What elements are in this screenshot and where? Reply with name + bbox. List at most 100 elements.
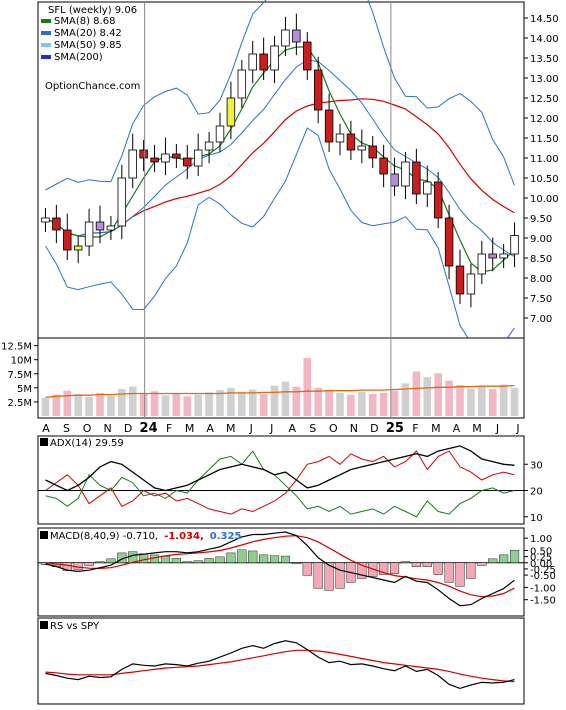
candle: [401, 152, 410, 200]
rs-title: RS vs SPY: [50, 621, 100, 632]
price-tick-label: 9.50: [530, 214, 552, 225]
price-tick-label: 12.50: [530, 94, 559, 105]
volume-bar: [281, 381, 290, 416]
candle: [139, 140, 148, 172]
macd-tick-label: -0.25: [530, 565, 556, 576]
volume-y-ticks: 12.5M 10M 7.5M 5M 2.5M: [1, 342, 38, 409]
candle: [433, 172, 443, 228]
macd-hist-bar: [509, 549, 520, 563]
adx-title: ADX(14) 29.59: [50, 438, 124, 449]
volume-tick-label: 10M: [11, 356, 32, 367]
volume-bar: [445, 380, 453, 416]
price-panel: 14.50 14.00 13.50 13.00 12.50 12.00 11.50 11.00…: [37, 0, 559, 350]
rs-panel: RS vs SPY: [37, 617, 525, 705]
volume-bar: [412, 371, 421, 416]
candle: [226, 81, 236, 140]
volume-bar: [205, 392, 213, 416]
adx-y-ticks: 30 20 10: [524, 460, 543, 524]
x-tick-label: O: [83, 422, 92, 435]
x-tick-label: S: [63, 422, 70, 435]
price-tick-label: 10.00: [530, 194, 559, 205]
macd-tick-label: -1.00: [530, 583, 556, 594]
volume-bar: [358, 391, 366, 416]
legend-label: SMA(50) 9.85: [54, 40, 122, 51]
x-tick-label: D: [370, 422, 378, 435]
price-tick-label: 11.00: [530, 154, 559, 165]
x-tick-label: S: [309, 422, 316, 435]
macd-hist-bar: [389, 562, 400, 574]
adx-tick-label: 30: [530, 460, 543, 471]
volume-bar: [292, 386, 301, 416]
macd-hist-bar: [106, 558, 116, 563]
volume-bar: [183, 396, 192, 416]
candle: [335, 124, 345, 156]
volume-bar: [488, 388, 497, 416]
macd-hist-bar: [466, 562, 476, 579]
price-tick-label: 11.50: [530, 134, 559, 145]
rs-lines: [45, 640, 515, 690]
candle: [466, 264, 476, 308]
macd-hist-bar: [269, 555, 280, 563]
price-tick-label: 7.00: [530, 314, 552, 325]
x-tick-label: 25: [386, 421, 404, 436]
candle: [444, 204, 454, 280]
volume-bar: [227, 387, 235, 416]
x-tick-label: O: [329, 422, 338, 435]
macd-hist-bar: [204, 558, 214, 563]
candle: [259, 37, 268, 80]
volume-bar: [401, 383, 410, 416]
candle: [172, 144, 181, 168]
volume-sma-line: [45, 384, 515, 399]
macd-lines: [45, 531, 515, 607]
signal-value: 0.325: [210, 531, 242, 542]
candle: [357, 129, 367, 164]
price-tick-label: 13.50: [530, 54, 559, 65]
volume-bar: [238, 391, 246, 416]
volume-bar: [41, 397, 50, 416]
x-tick-label: M: [472, 422, 482, 435]
macd-tick-label: 1.00: [530, 534, 552, 545]
candle: [73, 236, 83, 264]
macd-hist-bar: [422, 562, 432, 567]
candle: [379, 144, 388, 188]
price-y-ticks: 14.50 14.00 13.50 13.00 12.50 12.00 11.50 11.00…: [524, 14, 559, 325]
candle: [368, 136, 377, 168]
adx-tick-label: 10: [530, 513, 543, 524]
macd-title: MACD(8,40,9) -0.710, -1.034, 0.325: [50, 531, 241, 542]
rs-line: [45, 640, 515, 690]
price-tick-label: 14.50: [530, 14, 559, 25]
candle: [95, 205, 105, 244]
macd-hist-bar: [291, 562, 301, 564]
candle: [204, 132, 214, 164]
macd-hist-bar: [313, 562, 323, 589]
macd-hist-bar: [357, 562, 367, 579]
macd-hist-bar: [248, 550, 258, 563]
plus-di-line: [45, 450, 515, 518]
signal-line: [45, 535, 515, 598]
candle: [499, 244, 508, 268]
volume-bar: [216, 390, 224, 416]
macd-hist-bar: [259, 554, 269, 563]
volume-bar: [172, 393, 181, 416]
candle: [41, 208, 50, 232]
x-tick-label: F: [166, 422, 172, 435]
macd-hist-bar: [433, 562, 443, 575]
volume-bar: [85, 396, 93, 416]
candle: [52, 204, 61, 244]
candle: [237, 60, 247, 108]
candle: [117, 164, 127, 240]
x-tick-label: M: [185, 422, 195, 435]
volume-sma: [45, 384, 515, 399]
volume-bar: [139, 394, 148, 416]
volume-bar: [314, 387, 322, 416]
candle: [281, 16, 290, 56]
legend-swatch: [41, 43, 51, 47]
candle: [84, 208, 94, 256]
volume-bar: [194, 394, 202, 416]
x-tick-label: J: [249, 422, 253, 435]
bollinger-bands: [45, 0, 515, 350]
x-tick-label: J: [269, 422, 273, 435]
legend-label: SMA(200): [54, 52, 103, 63]
price-tick-label: 14.00: [530, 34, 559, 45]
volume-bar: [96, 392, 104, 416]
